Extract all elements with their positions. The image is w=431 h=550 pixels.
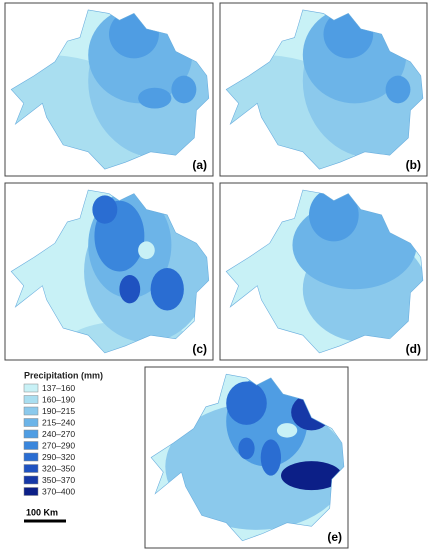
region <box>226 381 267 425</box>
scale-bar-label: 100 Km <box>26 507 58 517</box>
map-outline <box>225 9 424 170</box>
legend-swatch <box>23 452 39 462</box>
legend-label: 160–190 <box>42 394 75 404</box>
map-outline <box>225 189 424 354</box>
region <box>276 423 298 438</box>
legend-label: 370–400 <box>42 486 75 496</box>
region <box>150 267 184 311</box>
map-outline <box>150 373 345 542</box>
legend-swatch <box>23 429 39 439</box>
region <box>92 195 118 224</box>
legend-swatch <box>23 464 39 473</box>
legend-swatch <box>23 406 39 416</box>
legend-swatch <box>23 475 39 485</box>
map-outline <box>10 189 210 354</box>
legend-label: 270–290 <box>42 440 75 450</box>
region <box>171 75 197 104</box>
region <box>138 241 155 260</box>
panel-label: (b) <box>406 158 421 172</box>
legend-label: 215–240 <box>42 417 75 427</box>
region <box>281 461 342 491</box>
legend-title: Precipitation (mm) <box>24 370 103 380</box>
legend-swatch <box>23 441 39 450</box>
region <box>138 87 172 109</box>
panel-label: (c) <box>192 342 207 356</box>
region <box>309 190 359 242</box>
panel-label: (a) <box>192 158 207 172</box>
region <box>385 75 411 104</box>
legend-swatch <box>23 395 39 404</box>
legend-swatch <box>23 383 39 393</box>
legend-label: 240–270 <box>42 429 75 439</box>
legend-swatch <box>23 487 39 496</box>
panel-label: (e) <box>327 530 342 544</box>
legend-label: 350–370 <box>42 475 75 485</box>
region <box>260 439 282 476</box>
legend-label: 137–160 <box>42 383 75 393</box>
legend-label: 190–215 <box>42 406 75 416</box>
region <box>119 275 141 304</box>
legend-label: 290–320 <box>42 452 75 462</box>
map <box>226 190 423 353</box>
legend-swatch <box>23 418 39 427</box>
map-outline <box>10 9 210 170</box>
legend-label: 320–350 <box>42 463 75 473</box>
panel-label: (d) <box>406 342 421 356</box>
map <box>11 190 209 353</box>
region <box>238 437 255 460</box>
